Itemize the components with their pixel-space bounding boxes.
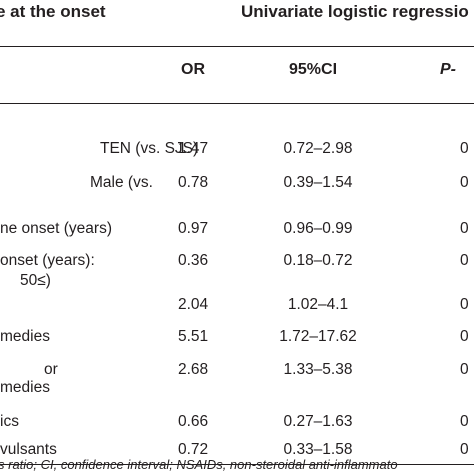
row-label: ics — [0, 413, 19, 430]
row-ci: 0.72–2.98 — [283, 140, 353, 157]
row-p: 0 — [460, 413, 469, 430]
row-label: ne onset (years) — [0, 220, 112, 237]
row-label-continuation: 50≤) — [20, 272, 51, 289]
row-or: 2.04 — [178, 296, 209, 313]
row-p: 0 — [460, 252, 469, 269]
row-label: onset (years): — [0, 252, 95, 269]
right-group-header: Univariate logistic regressio — [241, 2, 469, 21]
row-or: 0.72 — [178, 441, 209, 458]
row-or: 0.97 — [178, 220, 209, 237]
row-or: 1.47 — [178, 140, 209, 157]
row-p: 0 — [460, 441, 469, 458]
row-p: 0 — [460, 174, 469, 191]
row-p: 0 — [460, 361, 469, 378]
column-header-p: P- — [440, 61, 456, 78]
table-footnote: s ratio; CI, confidence interval; NSAIDs… — [0, 457, 398, 472]
row-p: 0 — [460, 328, 469, 345]
row-label: Male (vs. — [90, 174, 153, 191]
row-ci: 0.27–1.63 — [283, 413, 353, 430]
row-ci: 0.33–1.58 — [283, 441, 353, 458]
row-or: 2.68 — [178, 361, 209, 378]
row-label: medies — [0, 328, 50, 345]
row-label: vulsants — [0, 441, 57, 458]
row-label: or — [44, 361, 58, 378]
row-or: 0.78 — [178, 174, 209, 191]
header-rule — [0, 103, 474, 104]
top-rule — [0, 46, 474, 47]
row-or: 5.51 — [178, 328, 209, 345]
column-header-or: OR — [181, 61, 205, 78]
row-ci: 1.02–4.1 — [287, 296, 349, 313]
row-ci: 1.72–17.62 — [279, 328, 357, 345]
row-p: 0 — [460, 220, 469, 237]
row-ci: 0.18–0.72 — [283, 252, 353, 269]
column-header-ci: 95%CI — [289, 61, 338, 78]
row-label-continuation: medies — [0, 379, 50, 396]
row-p: 0 — [460, 140, 469, 157]
bottom-rule — [0, 464, 474, 465]
row-or: 0.66 — [178, 413, 209, 430]
row-ci: 0.39–1.54 — [283, 174, 353, 191]
left-group-header: e at the onset — [0, 2, 106, 21]
row-label: TEN (vs. SJS) — [100, 140, 199, 157]
row-p: 0 — [460, 296, 469, 313]
row-ci: 1.33–5.38 — [283, 361, 353, 378]
row-or: 0.36 — [178, 252, 209, 269]
row-ci: 0.96–0.99 — [283, 220, 353, 237]
